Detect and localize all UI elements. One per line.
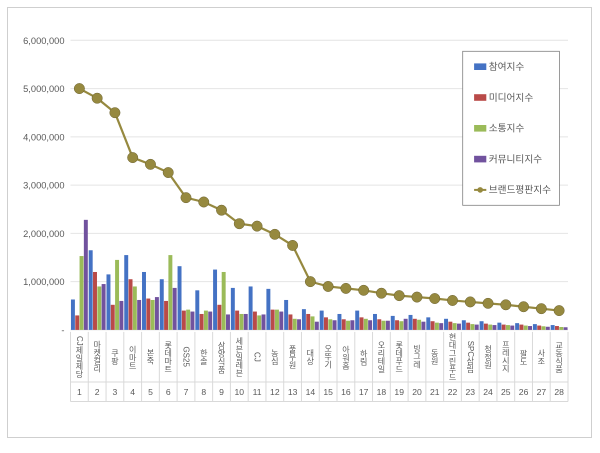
svg-text:SPC삼립: SPC삼립 xyxy=(465,341,474,373)
svg-text:15: 15 xyxy=(323,387,333,397)
svg-text:2: 2 xyxy=(95,387,100,397)
svg-text:28: 28 xyxy=(554,387,564,397)
svg-text:빙그레: 빙그레 xyxy=(412,344,421,369)
svg-text:19: 19 xyxy=(394,387,404,397)
svg-text:청정원: 청정원 xyxy=(484,345,493,369)
svg-text:팔도: 팔도 xyxy=(519,348,528,365)
svg-text:풀무원: 풀무원 xyxy=(288,345,297,369)
svg-text:21: 21 xyxy=(430,387,440,397)
svg-text:대상: 대상 xyxy=(306,349,315,365)
svg-text:오리테일: 오리테일 xyxy=(377,341,386,373)
svg-text:11: 11 xyxy=(253,387,262,397)
svg-text:9: 9 xyxy=(219,387,224,397)
svg-text:12: 12 xyxy=(270,387,280,397)
svg-text:교동식품: 교동식품 xyxy=(555,341,564,373)
svg-text:4,000,000: 4,000,000 xyxy=(23,132,64,142)
svg-text:참여지수: 참여지수 xyxy=(489,61,525,73)
svg-text:하림: 하림 xyxy=(359,348,368,365)
svg-text:2,000,000: 2,000,000 xyxy=(23,229,64,239)
svg-text:CJ: CJ xyxy=(253,352,262,362)
svg-text:이마트: 이마트 xyxy=(128,344,137,369)
svg-text:오뚜기: 오뚜기 xyxy=(324,344,333,369)
svg-text:한솔: 한솔 xyxy=(199,349,208,365)
svg-text:7: 7 xyxy=(184,387,189,397)
svg-text:현대그린푸드: 현대그린푸드 xyxy=(448,333,457,381)
svg-text:GS25: GS25 xyxy=(181,346,190,367)
svg-text:미디어지수: 미디어지수 xyxy=(489,92,534,104)
svg-text:롯데푸드: 롯데푸드 xyxy=(395,341,404,373)
svg-text:소통지수: 소통지수 xyxy=(489,123,525,135)
svg-text:24: 24 xyxy=(483,387,493,397)
svg-text:5,000,000: 5,000,000 xyxy=(23,84,64,94)
svg-text:농심: 농심 xyxy=(270,349,279,365)
svg-text:3: 3 xyxy=(113,387,118,397)
svg-text:22: 22 xyxy=(448,387,458,397)
svg-text:20: 20 xyxy=(412,387,422,397)
svg-text:마켓컬리: 마켓컬리 xyxy=(92,340,101,373)
svg-text:사조: 사조 xyxy=(537,349,546,365)
svg-text:26: 26 xyxy=(519,387,529,397)
svg-text:세븐일레븐: 세븐일레븐 xyxy=(235,337,244,377)
svg-text:동원: 동원 xyxy=(430,349,439,365)
svg-text:CJ제일제당: CJ제일제당 xyxy=(75,336,84,378)
svg-text:6: 6 xyxy=(166,387,171,397)
svg-text:3,000,000: 3,000,000 xyxy=(23,181,64,191)
svg-text:16: 16 xyxy=(341,387,351,397)
svg-text:브랜드평판지수: 브랜드평판지수 xyxy=(489,184,551,196)
svg-text:14: 14 xyxy=(306,387,316,397)
svg-text:쿠팡: 쿠팡 xyxy=(110,349,119,365)
svg-text:18: 18 xyxy=(377,387,387,397)
svg-text:4: 4 xyxy=(130,387,135,397)
svg-text:5: 5 xyxy=(148,387,153,397)
svg-text:1,000,000: 1,000,000 xyxy=(23,277,64,287)
svg-text:본죽: 본죽 xyxy=(146,348,155,365)
svg-text:25: 25 xyxy=(501,387,511,397)
svg-text:-: - xyxy=(61,325,64,335)
svg-text:삼양식품: 삼양식품 xyxy=(217,340,226,373)
svg-text:10: 10 xyxy=(235,387,245,397)
svg-text:23: 23 xyxy=(465,387,475,397)
svg-text:아워홈: 아워홈 xyxy=(341,344,350,369)
svg-text:1: 1 xyxy=(77,387,82,397)
svg-text:27: 27 xyxy=(537,387,547,397)
svg-text:6,000,000: 6,000,000 xyxy=(23,36,64,46)
svg-text:8: 8 xyxy=(201,387,206,397)
svg-text:17: 17 xyxy=(359,387,369,397)
svg-text:롯데마트: 롯데마트 xyxy=(163,341,172,373)
svg-text:13: 13 xyxy=(288,387,298,397)
svg-text:프레시지: 프레시지 xyxy=(501,340,510,373)
svg-text:커뮤니티지수: 커뮤니티지수 xyxy=(489,153,543,165)
